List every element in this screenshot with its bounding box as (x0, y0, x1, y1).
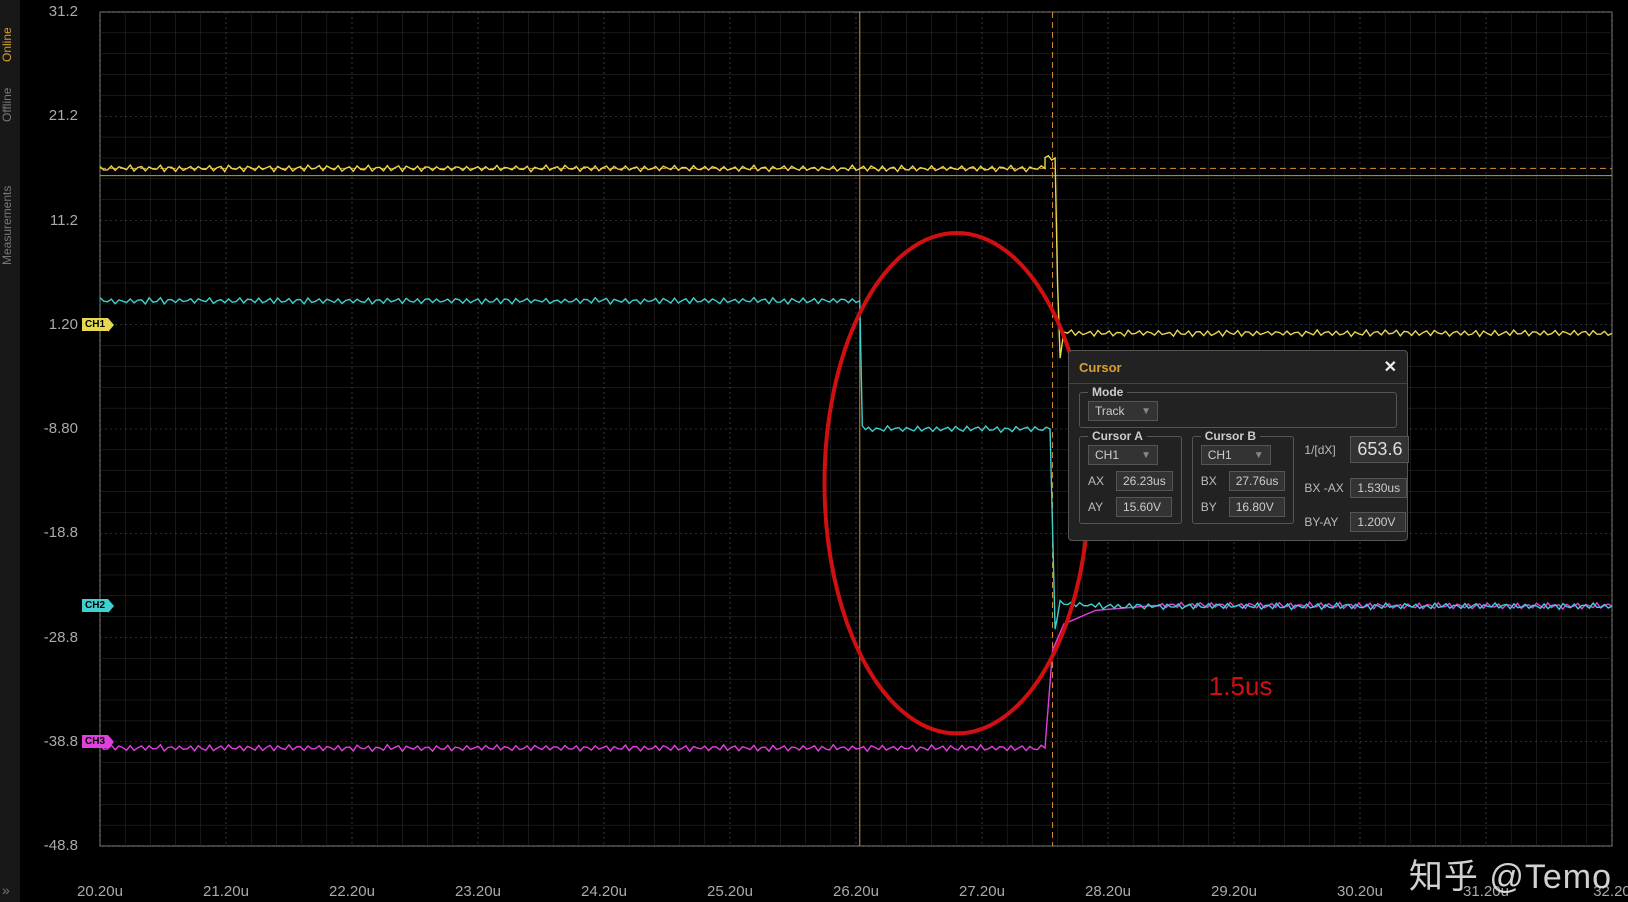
AY-label: AY (1088, 500, 1110, 514)
channel-marker-ch1[interactable]: CH1 (82, 318, 108, 331)
y-tick-label: 11.2 (28, 212, 78, 229)
x-tick-label: 21.20u (196, 883, 256, 900)
BY-label: BY (1201, 500, 1223, 514)
y-tick-label: -38.8 (28, 733, 78, 750)
side-tab-online[interactable]: Online (0, 20, 20, 70)
watermark: 知乎 @Temo (1409, 849, 1612, 898)
chevron-down-icon: ▼ (1254, 450, 1264, 461)
x-tick-label: 24.20u (574, 883, 634, 900)
y-tick-label: 21.2 (28, 107, 78, 124)
y-tick-label: -48.8 (28, 837, 78, 854)
cursorB-channel: CH1 (1208, 448, 1232, 462)
cursorB-legend: Cursor B (1201, 429, 1260, 443)
mode-dropdown[interactable]: Track ▼ (1088, 401, 1158, 421)
mode-value: Track (1095, 404, 1125, 418)
cursor-panel[interactable]: Cursor ✕ Mode Track ▼ Cursor A CH1 ▼ (1068, 350, 1408, 541)
bx-ax-label: BX -AX (1304, 481, 1344, 495)
side-tab-offline[interactable]: Offline (0, 80, 20, 130)
BX-label: BX (1201, 474, 1223, 488)
y-tick-label: 31.2 (28, 3, 78, 20)
AX-input[interactable]: 26.23us (1116, 471, 1173, 491)
y-tick-label: -8.80 (28, 420, 78, 437)
cursorA-channel-dropdown[interactable]: CH1 ▼ (1088, 445, 1158, 465)
channel-marker-ch3[interactable]: CH3 (82, 735, 108, 748)
invdx-label: 1/[dX] (1304, 443, 1344, 457)
close-icon[interactable]: ✕ (1384, 357, 1397, 377)
y-tick-label: 1.20 (28, 316, 78, 333)
x-tick-label: 27.20u (952, 883, 1012, 900)
x-tick-label: 22.20u (322, 883, 382, 900)
annotation-text: 1.5us (1209, 671, 1273, 702)
by-ay-value: 1.200V (1350, 512, 1406, 532)
BX-input[interactable]: 27.76us (1229, 471, 1286, 491)
mode-legend: Mode (1088, 385, 1127, 399)
cursor-panel-title: Cursor (1079, 360, 1122, 375)
y-tick-label: -28.8 (28, 629, 78, 646)
invdx-value: 653.6 (1350, 436, 1409, 463)
x-tick-label: 23.20u (448, 883, 508, 900)
channel-marker-ch2[interactable]: CH2 (82, 599, 108, 612)
side-tab-bar: Online Offline Measurements » (0, 0, 20, 902)
side-expand-icon[interactable]: » (2, 882, 10, 898)
y-tick-label: -18.8 (28, 524, 78, 541)
x-tick-label: 29.20u (1204, 883, 1264, 900)
x-tick-label: 30.20u (1330, 883, 1390, 900)
chevron-down-icon: ▼ (1141, 450, 1151, 461)
cursorA-channel: CH1 (1095, 448, 1119, 462)
bx-ax-value: 1.530us (1350, 478, 1407, 498)
cursorB-channel-dropdown[interactable]: CH1 ▼ (1201, 445, 1271, 465)
AX-label: AX (1088, 474, 1110, 488)
chevron-down-icon: ▼ (1141, 406, 1151, 417)
by-ay-label: BY-AY (1304, 515, 1344, 529)
AY-input[interactable]: 15.60V (1116, 497, 1172, 517)
cursorA-legend: Cursor A (1088, 429, 1147, 443)
BY-input[interactable]: 16.80V (1229, 497, 1285, 517)
x-tick-label: 26.20u (826, 883, 886, 900)
x-tick-label: 20.20u (70, 883, 130, 900)
side-tab-measurements[interactable]: Measurements (0, 170, 20, 280)
x-tick-label: 28.20u (1078, 883, 1138, 900)
x-tick-label: 25.20u (700, 883, 760, 900)
